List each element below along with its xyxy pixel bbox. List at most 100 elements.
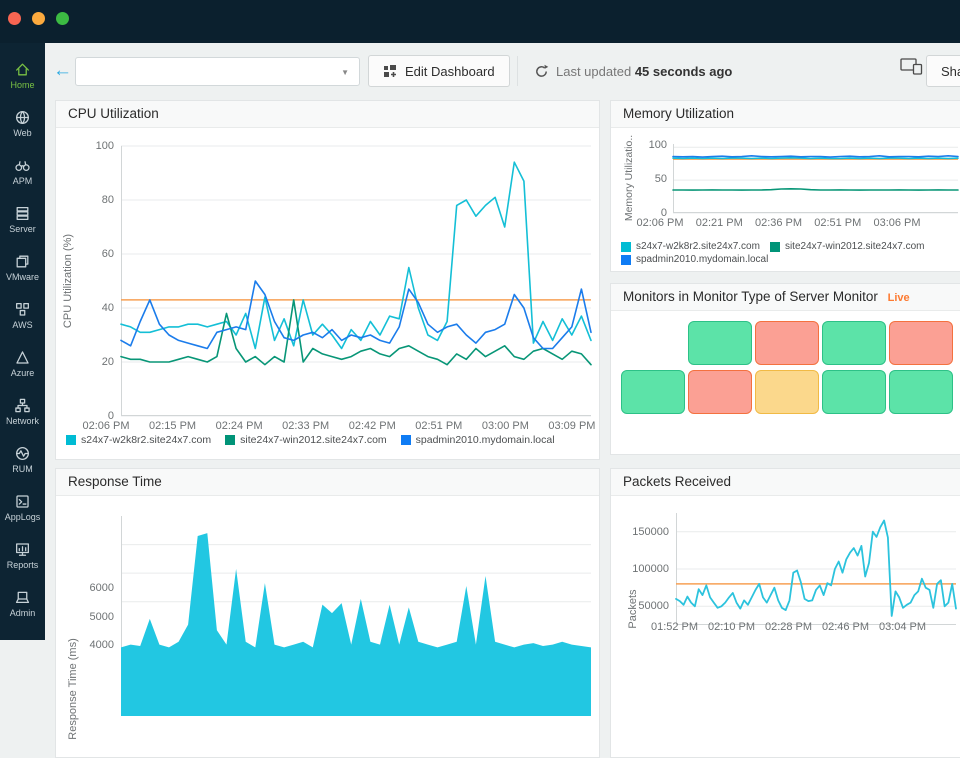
y-tick-label: 100000 bbox=[624, 563, 669, 575]
monitor-tile-up[interactable] bbox=[889, 370, 953, 414]
legend-label: s24x7-w2k8r2.site24x7.com bbox=[81, 434, 211, 446]
y-tick-label: 5000 bbox=[76, 611, 114, 623]
window-controls bbox=[8, 12, 69, 25]
x-tick-label: 02:42 PM bbox=[342, 420, 402, 432]
x-tick-label: 03:04 PM bbox=[874, 621, 931, 633]
y-tick-label: 80 bbox=[76, 194, 114, 206]
monitor-tile-up[interactable] bbox=[822, 321, 886, 365]
packets-received-panel: Packets Received Packets 150000100000500… bbox=[610, 468, 960, 758]
sidebar-item-applogs[interactable]: AppLogs bbox=[0, 483, 45, 531]
y-tick-label: 50 bbox=[637, 173, 667, 185]
sidebar-item-label: Home bbox=[10, 80, 34, 90]
edit-dashboard-button[interactable]: Edit Dashboard bbox=[368, 55, 510, 87]
legend-label: site24x7-win2012.site24x7.com bbox=[785, 241, 925, 252]
applogs-terminal-icon bbox=[14, 493, 31, 510]
sidebar-item-label: Reports bbox=[7, 560, 39, 570]
rum-globe-pulse-icon bbox=[14, 445, 31, 462]
monitor-tile-up[interactable] bbox=[621, 370, 685, 414]
live-badge: Live bbox=[888, 292, 910, 304]
x-tick-label: 03:00 PM bbox=[475, 420, 535, 432]
sidebar-item-label: APM bbox=[13, 176, 33, 186]
monitor-tile-down[interactable] bbox=[889, 321, 953, 365]
monitor-tile-down[interactable] bbox=[755, 321, 819, 365]
maximize-button[interactable] bbox=[56, 12, 69, 25]
x-tick-label: 03:06 PM bbox=[868, 217, 926, 229]
dashboard-select[interactable]: ▼ bbox=[75, 57, 360, 86]
sidebar-item-label: AppLogs bbox=[5, 512, 41, 522]
legend-item[interactable]: spadmin2010.mydomain.local bbox=[621, 254, 768, 265]
back-arrow-icon[interactable]: ← bbox=[53, 57, 72, 85]
x-tick-label: 02:21 PM bbox=[690, 217, 748, 229]
legend-label: spadmin2010.mydomain.local bbox=[416, 434, 555, 446]
sidebar-item-label: AWS bbox=[12, 320, 32, 330]
minimize-button[interactable] bbox=[32, 12, 45, 25]
y-tick-label: 40 bbox=[76, 302, 114, 314]
azure-triangle-icon bbox=[14, 349, 31, 366]
last-updated-value: 45 seconds ago bbox=[635, 64, 733, 79]
legend-item[interactable]: spadmin2010.mydomain.local bbox=[401, 434, 555, 446]
cpu-y-axis-label: CPU Utilization (%) bbox=[62, 234, 74, 328]
x-tick-label: 02:33 PM bbox=[276, 420, 336, 432]
x-tick-label: 02:46 PM bbox=[817, 621, 874, 633]
sidebar-item-label: Server bbox=[9, 224, 36, 234]
monitor-tile-trouble[interactable] bbox=[755, 370, 819, 414]
aws-cubes-icon bbox=[14, 301, 31, 318]
y-tick-label: 150000 bbox=[624, 526, 669, 538]
legend-label: s24x7-w2k8r2.site24x7.com bbox=[636, 241, 760, 252]
sidebar-item-aws[interactable]: AWS bbox=[0, 291, 45, 339]
binoculars-icon bbox=[14, 157, 31, 174]
legend-item[interactable]: s24x7-w2k8r2.site24x7.com bbox=[66, 434, 211, 446]
y-tick-label: 50000 bbox=[624, 600, 669, 612]
y-tick-label: 6000 bbox=[76, 582, 114, 594]
sidebar-item-server[interactable]: Server bbox=[0, 195, 45, 243]
panel-title: CPU Utilization bbox=[56, 101, 599, 128]
share-button[interactable]: Share bbox=[926, 55, 960, 87]
admin-laptop-icon bbox=[14, 589, 31, 606]
last-updated: Last updated 45 seconds ago bbox=[517, 56, 732, 86]
refresh-icon[interactable] bbox=[534, 64, 549, 79]
sidebar-item-rum[interactable]: RUM bbox=[0, 435, 45, 483]
response-time-panel: Response Time Response Time (ms) 6000500… bbox=[55, 468, 600, 758]
monitor-tile-up[interactable] bbox=[822, 370, 886, 414]
devices-icon[interactable] bbox=[900, 58, 923, 75]
sidebar-item-admin[interactable]: Admin bbox=[0, 579, 45, 627]
x-tick-label: 02:36 PM bbox=[750, 217, 808, 229]
x-tick-label: 02:51 PM bbox=[409, 420, 469, 432]
y-tick-label: 4000 bbox=[76, 639, 114, 651]
memory-chart-canvas bbox=[673, 144, 958, 213]
edit-dashboard-label: Edit Dashboard bbox=[405, 64, 495, 79]
monitor-tile-row bbox=[621, 370, 953, 414]
network-nodes-icon bbox=[14, 397, 31, 414]
close-button[interactable] bbox=[8, 12, 21, 25]
memory-y-axis-label: Memory Utilizatio.. bbox=[623, 135, 635, 221]
sidebar-item-azure[interactable]: Azure bbox=[0, 339, 45, 387]
panel-title: Memory Utilization bbox=[611, 101, 960, 128]
sidebar-item-vmware[interactable]: VMware bbox=[0, 243, 45, 291]
cpu-chart-canvas bbox=[121, 146, 591, 416]
monitor-tile-up[interactable] bbox=[688, 321, 752, 365]
sidebar-item-reports[interactable]: Reports bbox=[0, 531, 45, 579]
monitor-tile-row bbox=[621, 321, 953, 365]
x-tick-label: 02:10 PM bbox=[703, 621, 760, 633]
cpu-utilization-panel: CPU Utilization CPU Utilization (%) 100 8… bbox=[55, 100, 600, 460]
edit-dashboard-grid-icon bbox=[383, 64, 397, 78]
sidebar-item-network[interactable]: Network bbox=[0, 387, 45, 435]
sidebar-item-label: Admin bbox=[10, 608, 36, 618]
sidebar-item-web[interactable]: Web bbox=[0, 99, 45, 147]
panel-title: Monitors in Monitor Type of Server Monit… bbox=[623, 289, 878, 304]
legend-item[interactable]: s24x7-w2k8r2.site24x7.com bbox=[621, 241, 760, 252]
sidebar-item-apm[interactable]: APM bbox=[0, 147, 45, 195]
legend-swatch bbox=[621, 242, 631, 252]
y-tick-label: 100 bbox=[76, 140, 114, 152]
monitor-tile-down[interactable] bbox=[688, 370, 752, 414]
x-tick-label: 02:51 PM bbox=[809, 217, 867, 229]
x-tick-label: 02:15 PM bbox=[143, 420, 203, 432]
legend-item[interactable]: site24x7-win2012.site24x7.com bbox=[770, 241, 925, 252]
response-y-axis-label: Response Time (ms) bbox=[67, 638, 79, 739]
legend-item[interactable]: site24x7-win2012.site24x7.com bbox=[225, 434, 387, 446]
sidebar-item-label: Network bbox=[6, 416, 39, 426]
sidebar-item-home[interactable]: Home bbox=[0, 51, 45, 99]
x-tick-label: 02:06 PM bbox=[76, 420, 136, 432]
legend-swatch bbox=[225, 435, 235, 445]
y-tick-label: 100 bbox=[637, 139, 667, 151]
